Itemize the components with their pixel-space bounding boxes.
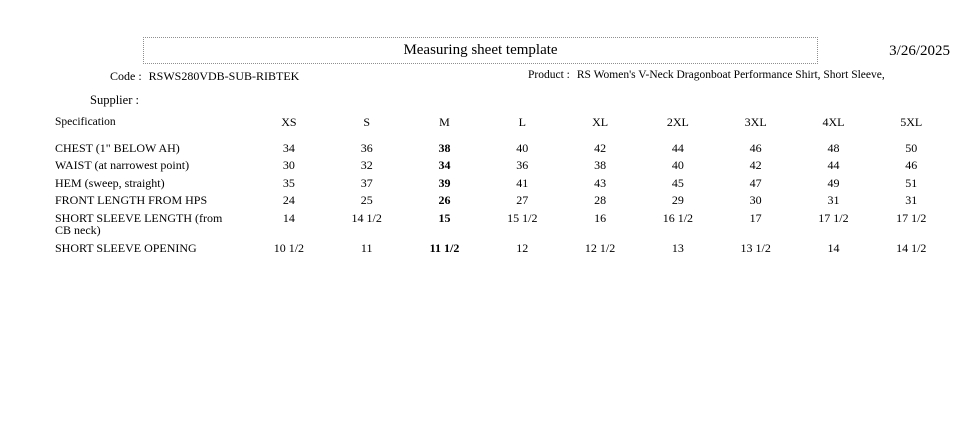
size-value: 34 [438,158,451,172]
size-value: 43 [594,175,607,190]
column-header-size-m: M [439,115,450,129]
measurement-table: Specification XS S M L XL 2XL 3XL 4XL 5X… [55,112,950,259]
table-row-sleeve-opening: SHORT SLEEVE OPENING 10 1/2 11 11 1/2 12… [55,240,950,260]
spec-label: SHORT SLEEVE LENGTH (from CB neck) [55,210,223,237]
size-value: 14 1/2 [896,240,927,255]
size-value: 16 [594,210,607,225]
size-value: 11 1/2 [429,240,460,255]
size-value: 44 [827,158,840,172]
size-value: 40 [516,140,529,155]
size-value: 36 [516,158,529,172]
column-header-size-xs: XS [281,115,297,129]
size-value: 45 [671,175,684,190]
column-header-size-5xl: 5XL [900,115,923,129]
size-value: 25 [360,193,373,207]
size-value: 50 [905,140,918,155]
size-value: 41 [516,175,529,190]
size-value: 30 [282,158,295,172]
size-value: 34 [282,140,295,155]
size-value: 13 [671,240,684,255]
size-value: 31 [905,193,918,207]
size-value: 26 [438,193,451,207]
size-value: 32 [360,158,373,172]
size-value: 29 [671,193,684,207]
table-row-sleeve-length: SHORT SLEEVE LENGTH (from CB neck) 14 14… [55,210,950,242]
size-value: 46 [905,158,918,172]
code-line: Code : RSWS280VDB-SUB-RIBTEK [110,69,299,84]
product-value: RS Women's V-Neck Dragonboat Performance… [576,69,885,81]
size-value: 39 [438,175,451,190]
size-value: 38 [438,140,451,155]
column-header-size-l: L [518,115,526,129]
size-value: 12 [516,240,529,255]
table-header-row: Specification XS S M L XL 2XL 3XL 4XL 5X… [55,112,950,142]
column-header-size-3xl: 3XL [744,115,767,129]
table-row-waist: WAIST (at narrowest point) 30 32 34 36 3… [55,159,950,177]
size-value: 15 [438,210,451,225]
size-value: 17 1/2 [818,210,849,225]
size-value: 46 [749,140,762,155]
size-value: 24 [282,193,295,207]
spec-label: WAIST (at narrowest point) [55,158,190,172]
product-line: Product : RS Women's V-Neck Dragonboat Pe… [528,69,885,81]
size-value: 44 [671,140,684,155]
size-value: 49 [827,175,840,190]
size-value: 13 1/2 [740,240,771,255]
column-header-size-2xl: 2XL [666,115,689,129]
size-value: 47 [749,175,762,190]
size-value: 14 1/2 [351,210,382,225]
column-header-size-s: S [363,115,371,129]
column-header-size-4xl: 4XL [822,115,845,129]
size-value: 42 [594,140,607,155]
size-value: 17 1/2 [896,210,927,225]
size-value: 10 1/2 [273,240,305,255]
table-row-chest: CHEST (1" BELOW AH) 34 36 38 40 42 44 46… [55,140,950,160]
size-value: 28 [594,193,607,207]
table-row-front-length: FRONT LENGTH FROM HPS 24 25 26 27 28 29 … [55,194,950,212]
size-value: 35 [282,175,295,190]
table-row-hem: HEM (sweep, straight) 35 37 39 41 43 45 … [55,175,950,195]
size-value: 48 [827,140,840,155]
product-label: Product : [528,69,570,81]
supplier-label: Supplier : [90,93,139,107]
size-value: 30 [749,193,762,207]
document-date: 3/26/2025 [889,43,950,59]
size-value: 16 1/2 [662,210,694,225]
title-box: Measuring sheet template [143,37,818,64]
size-value: 38 [594,158,607,172]
column-header-size-xl: XL [592,115,609,129]
size-value: 40 [671,158,684,172]
size-value: 37 [360,175,373,190]
size-value: 12 1/2 [584,240,616,255]
code-label: Code : [110,69,142,83]
size-value: 14 [827,240,840,255]
size-value: 42 [749,158,762,172]
column-header-specification: Specification [55,116,116,128]
spec-label: SHORT SLEEVE OPENING [55,240,197,255]
size-value: 15 1/2 [507,210,538,225]
page-title: Measuring sheet template [403,42,558,58]
size-value: 11 [360,240,373,255]
size-value: 51 [905,175,918,190]
spec-label: CHEST (1" BELOW AH) [55,140,180,155]
spec-label: FRONT LENGTH FROM HPS [55,193,208,207]
size-value: 14 [282,210,295,225]
size-value: 17 [749,210,762,225]
size-value: 31 [827,193,840,207]
size-value: 36 [360,140,373,155]
spec-label: HEM (sweep, straight) [55,175,165,190]
size-value: 27 [516,193,529,207]
code-value: RSWS280VDB-SUB-RIBTEK [148,69,300,83]
